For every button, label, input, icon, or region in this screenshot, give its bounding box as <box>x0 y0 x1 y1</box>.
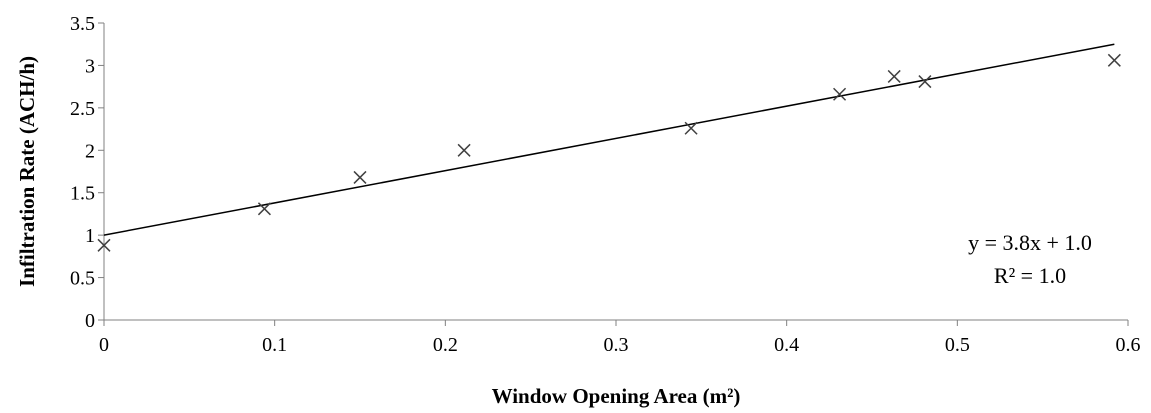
marker-stroke <box>457 143 471 157</box>
y-tick-label: 3.5 <box>70 13 95 35</box>
marker-stroke <box>887 69 901 83</box>
marker-stroke <box>257 202 271 216</box>
x-tick-label: 0.4 <box>774 334 799 356</box>
data-point <box>684 121 698 135</box>
data-point <box>457 143 471 157</box>
data-point <box>257 202 271 216</box>
x-tick-label: 0.6 <box>1116 334 1141 356</box>
axes <box>98 22 1129 326</box>
data-point <box>918 75 932 89</box>
y-tick-label: 3 <box>85 55 95 77</box>
data-point <box>97 238 111 252</box>
tick-labels: 0 0.5 1 1.5 2 2.5 3 3.5 0 0.1 0.2 0.3 0.4 0.5 0.6 <box>70 13 1141 356</box>
y-tick-label: 1.5 <box>70 183 95 205</box>
y-tick-label: 1 <box>85 225 95 247</box>
y-tick-label: 2 <box>85 140 95 162</box>
trendline-layer <box>103 43 1115 236</box>
marker-stroke <box>833 87 847 101</box>
x-tick-label: 0 <box>99 334 109 356</box>
x-tick-label: 0.3 <box>604 334 629 356</box>
data-points <box>97 53 1121 252</box>
x-axis-title: Window Opening Area (m²) <box>492 384 741 408</box>
y-tick-label: 2.5 <box>70 98 95 120</box>
data-point <box>833 87 847 101</box>
y-tick-label: 0 <box>85 310 95 332</box>
trendline <box>103 43 1115 236</box>
marker-stroke <box>684 121 698 135</box>
x-tick-label: 0.1 <box>262 334 287 356</box>
y-axis-title: Infiltration Rate (ACH/h) <box>15 56 39 287</box>
y-tick-label: 0.5 <box>70 268 95 290</box>
marker-stroke <box>97 238 111 252</box>
trendline-equation: y = 3.8x + 1.0 <box>968 230 1092 255</box>
marker-stroke <box>918 75 932 89</box>
marker-stroke <box>1107 53 1121 67</box>
x-tick-label: 0.5 <box>945 334 970 356</box>
x-tick-label: 0.2 <box>433 334 458 356</box>
data-point <box>353 170 367 184</box>
data-point <box>887 69 901 83</box>
marker-stroke <box>353 170 367 184</box>
r-squared-label: R² = 1.0 <box>994 263 1066 288</box>
data-point <box>1107 53 1121 67</box>
